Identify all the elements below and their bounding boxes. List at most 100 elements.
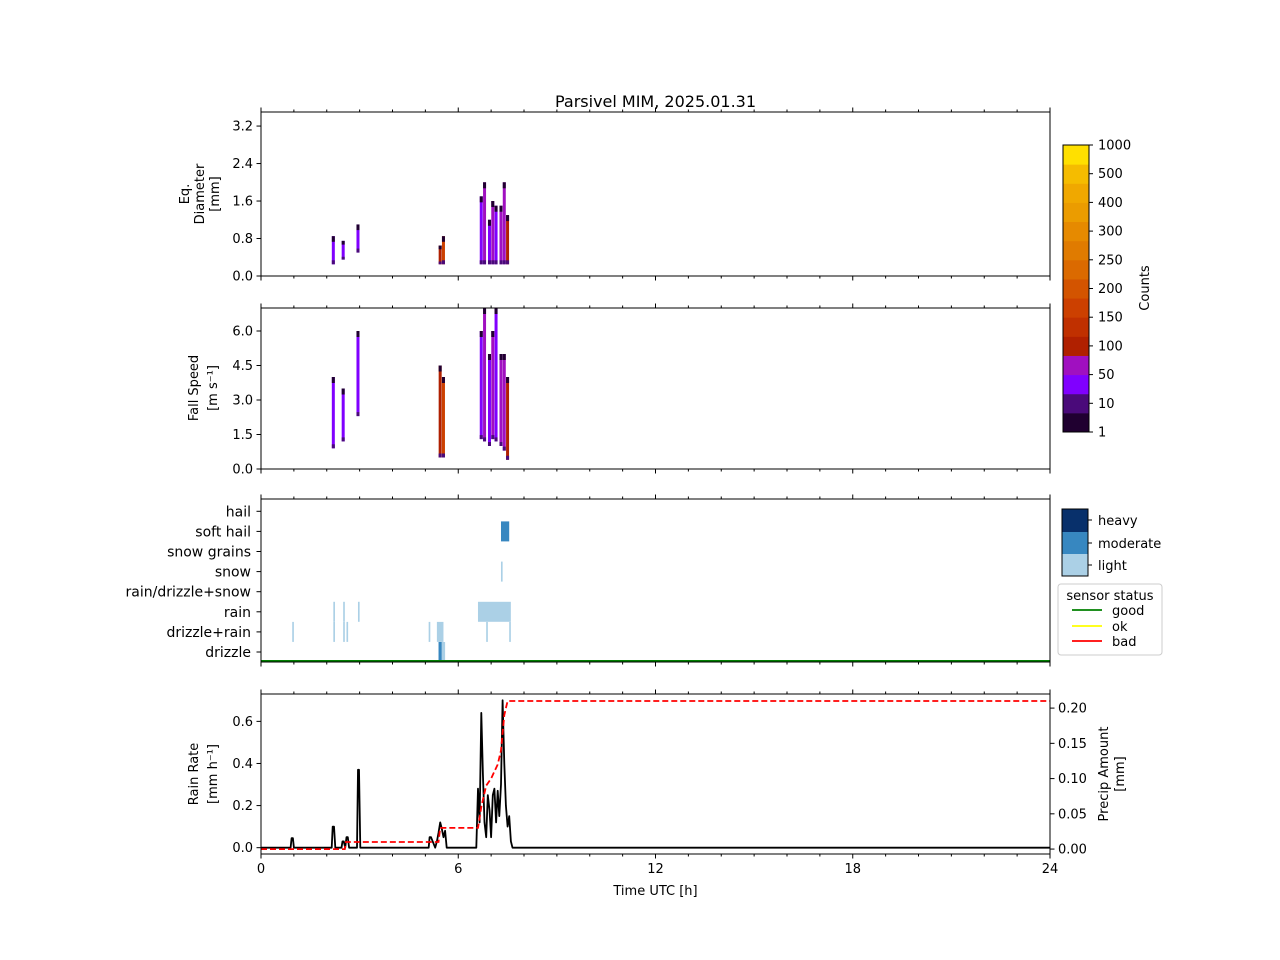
category-label: rain/drizzle+snow [126,585,251,601]
x-axis-ticks: 0 6 12 18 24 [257,107,1058,877]
precip-type-segment [436,621,444,642]
category-label: snow [215,565,251,581]
heatmap-cell [441,453,445,458]
heatmap-cell [483,260,487,265]
fallspeed-heatmap [331,308,510,460]
fallspeed-panel: 0.0 1.5 3.0 4.5 6.0 Fall Speed [m s⁻¹] [187,307,1051,478]
colorbar-block [1063,240,1089,261]
x-tick-label: 0 [257,862,265,877]
category-label: snow grains [167,545,251,561]
heatmap-cell [483,308,487,442]
heatmap-cell [487,354,491,360]
heatmap-cell [499,354,503,360]
heatmap-cell [499,205,503,212]
status-label-good: good [1112,604,1144,619]
heatmap-cell [487,354,491,446]
heatmap-cell [487,260,491,265]
y-tick-label: 1.5 [232,428,253,443]
category-label: rain [224,605,251,621]
y-tick-label: 6.0 [232,325,253,340]
precip-type-axes-frame [260,498,1051,663]
category-label: drizzle+rain [166,625,251,641]
heatmap-cell [494,260,498,265]
category-label: drizzle [205,645,251,661]
y-tick-label: 3.0 [232,394,253,409]
y-tick-label: 0.8 [232,232,253,247]
heatmap-cell [341,388,345,442]
heatmap-cell [341,437,345,442]
colorbar-tick-label: 250 [1098,253,1123,268]
colorbar-tick-label: 1 [1098,426,1106,441]
colorbar-label: Counts [1138,265,1153,311]
precip-amount-ylabel-line2: [mm] [1113,756,1128,791]
y-tick-label: 0.4 [232,757,253,772]
diameter-ylabel-line2: Diameter [193,163,208,224]
colorbar-block [1063,412,1089,433]
heatmap-cell [331,236,335,265]
heatmap-cell [341,388,345,395]
intensity-swatch-heavy [1062,509,1088,532]
heatmap-cell [502,182,506,189]
colorbar-tick-label: 300 [1098,225,1123,240]
heatmap-cell [499,260,503,265]
diameter-heatmap [331,182,510,265]
colorbar-tick-label: 400 [1098,196,1123,211]
sensor-status-legend-title: sensor status [1066,589,1153,604]
heatmap-cell [502,182,506,265]
rain-rate-line [261,699,1050,849]
heatmap-cell [356,248,360,253]
heatmap-cell [438,245,442,250]
precip-type-segment [438,642,442,662]
fallspeed-axes-frame [260,307,1051,470]
intensity-label-heavy: heavy [1098,514,1138,529]
y2-tick-label: 0.05 [1058,807,1087,822]
colorbar-block [1063,278,1089,299]
heatmap-cell [341,240,345,245]
colorbar-ticks: 1 10 50 100 150 200 250 300 400 500 1000 [1089,139,1131,441]
heatmap-cell [499,354,503,446]
precip-type-segment [500,521,510,542]
colorbar-block [1063,164,1089,184]
precip-type-segment [292,621,294,642]
heatmap-cell [479,260,483,265]
precip-type-segment [486,621,488,642]
heatmap-cell [356,224,360,231]
precip-type-segment [333,621,335,642]
heatmap-cell [487,442,491,446]
y2-tick-label: 0.20 [1058,702,1087,717]
precip-type-panel: drizzle drizzle+rain rain rain/drizzle+snow… [126,498,1051,663]
y-tick-label: 0.2 [232,799,253,814]
heatmap-cell [487,219,491,226]
diameter-axes-frame [260,111,1051,277]
heatmap-cell [479,435,483,440]
colorbar-block [1063,336,1089,356]
heatmap-cell [483,182,487,265]
status-label-bad: bad [1112,635,1136,650]
colorbar-tick-label: 100 [1098,339,1123,354]
colorbar-block [1063,202,1089,223]
colorbar-tick-label: 500 [1098,167,1123,182]
heatmap-cell [502,260,506,265]
precip-amount-yticks: 0.00 0.05 0.10 0.15 0.20 [1050,702,1087,858]
colorbar-block [1063,393,1089,414]
heatmap-cell [494,437,498,442]
heatmap-cell [506,215,510,222]
heatmap-cell [502,354,506,451]
status-label-ok: ok [1112,620,1128,635]
heatmap-cell [356,412,360,417]
rain-axes-frame [260,693,1051,855]
diameter-ylabel-line1: Eq. [178,184,193,205]
heatmap-cell [331,444,335,449]
fallspeed-ylabel-line2: [m s⁻¹] [206,365,221,411]
heatmap-cell [506,455,510,460]
heatmap-cell [494,308,498,442]
intensity-label-moderate: moderate [1098,537,1161,552]
category-label: soft hail [195,524,251,540]
heatmap-cell [479,331,483,440]
x-axis-label: Time UTC [h] [612,884,697,899]
heatmap-cell [438,365,442,458]
intensity-swatch-light [1062,554,1088,576]
rain-panel: 0.0 0.2 0.4 0.6 0.00 0.05 0.10 0.15 0.20 Rain R… [187,693,1128,858]
colorbar-block [1063,317,1089,337]
